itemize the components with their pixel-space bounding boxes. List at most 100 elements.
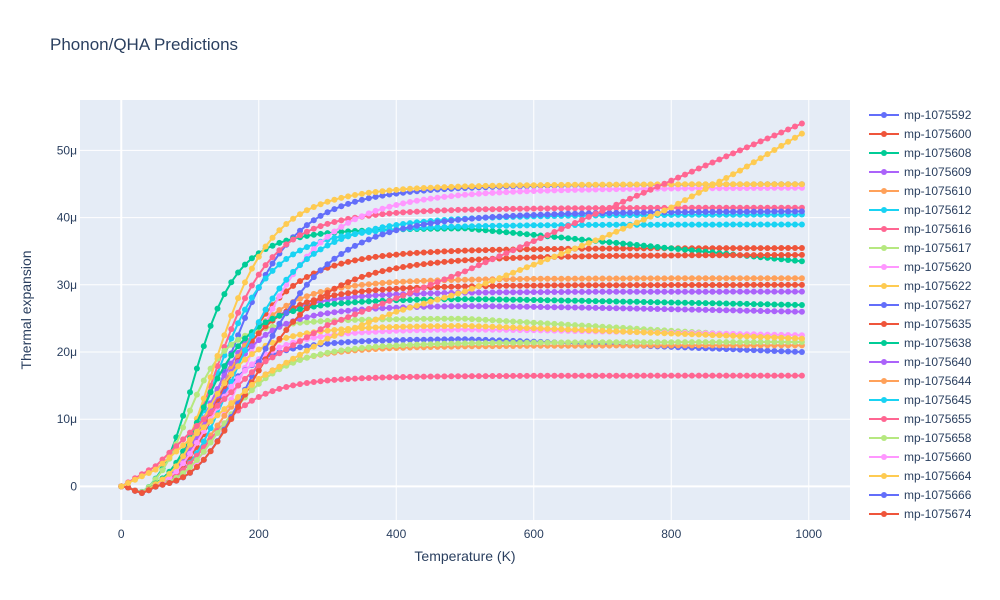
data-point bbox=[372, 225, 379, 232]
data-point bbox=[248, 387, 255, 394]
data-point bbox=[606, 305, 613, 312]
legend-item[interactable]: mp-1075620 bbox=[869, 260, 972, 274]
data-point bbox=[585, 327, 592, 334]
data-point bbox=[764, 275, 771, 282]
legend-item[interactable]: mp-1075592 bbox=[869, 108, 972, 122]
data-point bbox=[606, 186, 613, 193]
legend-item[interactable]: mp-1075660 bbox=[869, 450, 972, 464]
data-point bbox=[214, 363, 221, 370]
data-point bbox=[757, 275, 764, 282]
data-point bbox=[379, 188, 386, 195]
data-point bbox=[255, 346, 262, 353]
data-point bbox=[448, 315, 455, 322]
data-point bbox=[358, 196, 365, 203]
data-point bbox=[537, 320, 544, 327]
data-point bbox=[695, 300, 702, 306]
data-point bbox=[269, 295, 276, 302]
data-point bbox=[778, 281, 785, 288]
data-point bbox=[778, 288, 785, 295]
data-point bbox=[228, 312, 235, 319]
data-point bbox=[159, 476, 166, 483]
data-point bbox=[379, 374, 386, 381]
data-point bbox=[730, 372, 737, 379]
data-point bbox=[496, 282, 503, 289]
legend-item[interactable]: mp-1075645 bbox=[869, 393, 972, 407]
data-point bbox=[290, 215, 297, 222]
data-point bbox=[702, 208, 709, 215]
data-point bbox=[310, 274, 317, 281]
data-point bbox=[716, 245, 723, 252]
data-point bbox=[303, 380, 310, 386]
data-point bbox=[331, 348, 338, 355]
data-point bbox=[386, 291, 393, 298]
data-point bbox=[537, 182, 544, 189]
data-point bbox=[468, 215, 475, 222]
data-point bbox=[489, 289, 496, 296]
legend-item[interactable]: mp-1075674 bbox=[869, 507, 972, 521]
data-point bbox=[730, 208, 737, 215]
data-point bbox=[393, 202, 400, 208]
data-point bbox=[688, 252, 695, 259]
legend-item[interactable]: mp-1075644 bbox=[869, 374, 972, 388]
data-point bbox=[551, 246, 558, 252]
data-point bbox=[688, 247, 695, 254]
data-point bbox=[620, 372, 627, 379]
data-point bbox=[379, 280, 386, 286]
data-point bbox=[565, 321, 572, 328]
data-point bbox=[517, 267, 523, 273]
data-point bbox=[365, 344, 372, 351]
data-point bbox=[324, 233, 331, 240]
data-point bbox=[496, 317, 503, 324]
data-point bbox=[434, 323, 441, 330]
data-point bbox=[489, 246, 496, 253]
data-point bbox=[242, 388, 248, 394]
legend-item[interactable]: mp-1075617 bbox=[869, 241, 972, 255]
data-point bbox=[606, 372, 613, 379]
data-point bbox=[578, 253, 585, 260]
legend-item[interactable]: mp-1075635 bbox=[869, 317, 972, 331]
data-point bbox=[544, 205, 551, 212]
data-point bbox=[558, 289, 565, 295]
legend-item[interactable]: mp-1075664 bbox=[869, 469, 972, 483]
legend-item[interactable]: mp-1075658 bbox=[869, 431, 972, 445]
data-point bbox=[764, 334, 771, 341]
data-point bbox=[599, 305, 606, 311]
data-point bbox=[372, 328, 379, 335]
data-point bbox=[599, 245, 606, 252]
legend-item[interactable]: mp-1075610 bbox=[869, 184, 972, 198]
data-point bbox=[379, 300, 386, 307]
series-line bbox=[121, 317, 802, 494]
data-point bbox=[345, 290, 352, 297]
data-point bbox=[743, 181, 750, 188]
data-point bbox=[633, 288, 640, 295]
legend-item[interactable]: mp-1075608 bbox=[869, 146, 972, 160]
data-point bbox=[792, 134, 798, 141]
data-point bbox=[785, 281, 792, 288]
data-point bbox=[798, 349, 805, 355]
data-point bbox=[352, 192, 358, 198]
data-point bbox=[420, 196, 427, 203]
legend-item[interactable]: mp-1075622 bbox=[869, 279, 972, 293]
data-point bbox=[242, 261, 248, 268]
legend-item[interactable]: mp-1075609 bbox=[869, 165, 972, 179]
legend-item[interactable]: mp-1075612 bbox=[869, 203, 972, 217]
legend-swatch-marker bbox=[881, 188, 887, 194]
data-point bbox=[331, 255, 338, 262]
data-point bbox=[537, 275, 544, 282]
legend-item[interactable]: mp-1075616 bbox=[869, 222, 972, 236]
data-point bbox=[489, 296, 496, 303]
legend-item[interactable]: mp-1075600 bbox=[869, 127, 972, 141]
data-point bbox=[441, 290, 448, 296]
series-layer bbox=[118, 120, 805, 496]
data-point bbox=[730, 150, 737, 157]
legend-item[interactable]: mp-1075640 bbox=[869, 355, 972, 369]
legend-item[interactable]: mp-1075655 bbox=[869, 412, 972, 426]
data-point bbox=[572, 339, 578, 346]
legend-item[interactable]: mp-1075627 bbox=[869, 298, 972, 312]
data-point bbox=[441, 373, 448, 380]
legend-item[interactable]: mp-1075638 bbox=[869, 336, 972, 350]
legend-item[interactable]: mp-1075666 bbox=[869, 488, 972, 502]
data-point bbox=[778, 221, 785, 228]
data-point bbox=[668, 339, 675, 346]
data-point bbox=[297, 357, 303, 363]
